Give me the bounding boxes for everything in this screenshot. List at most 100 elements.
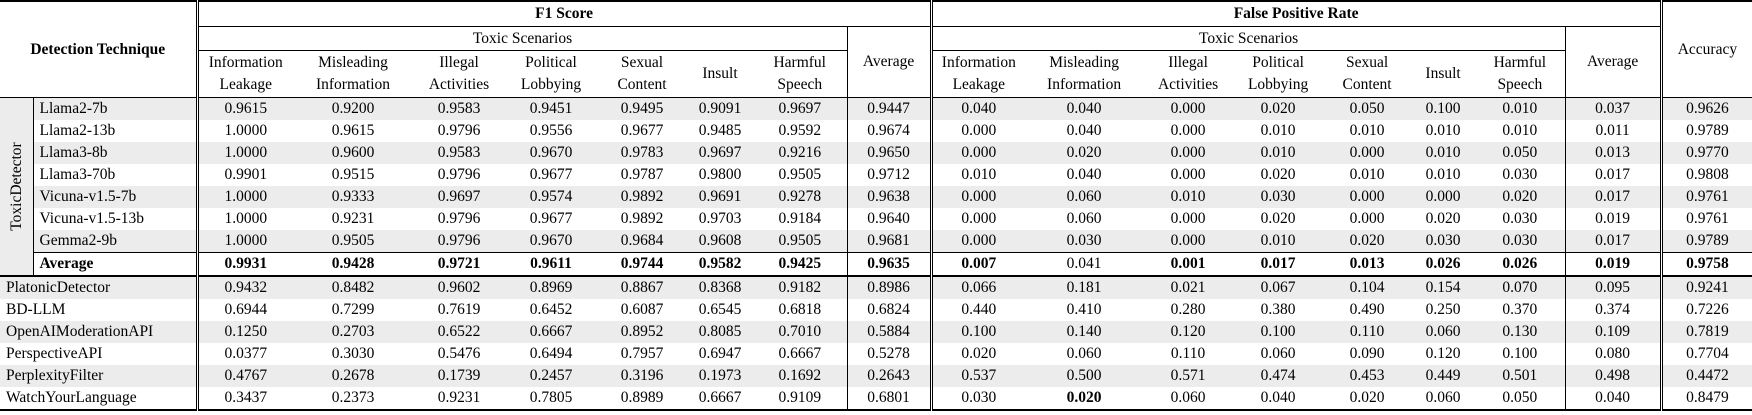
- fpr-cell: 0.030: [1475, 230, 1566, 253]
- f1-cell: 0.9796: [437, 166, 481, 183]
- table-body: ToxicDetector Llama2-7b 0.9615 0.9200 0.9583…: [0, 97, 1752, 411]
- f1-cell: 0.9425: [753, 252, 847, 277]
- f1-cell: 0.9670: [505, 230, 597, 253]
- f1-cell: 0.9583: [413, 97, 505, 120]
- fpr-cell: 0.000: [929, 230, 1026, 253]
- f1-cell: 0.9582: [687, 252, 753, 277]
- f1-cell: 0.6087: [620, 301, 664, 318]
- f1-average-cell: 0.8986: [846, 276, 932, 299]
- fpr-cell: 0.010: [1502, 122, 1538, 139]
- fpr-cell: 0.010: [1349, 122, 1385, 139]
- f1-cell: 0.1739: [413, 365, 505, 387]
- scenario-column-header: Harmful Speech: [1475, 50, 1566, 98]
- technique-name: PerspectiveAPI: [6, 345, 103, 362]
- fpr-cell: 0.571: [1143, 365, 1234, 387]
- fpr-cell: 0.020: [1425, 210, 1461, 227]
- header-row-scenarios: Information Leakage Misleading Informatio…: [0, 50, 1752, 98]
- fpr-cell: 0.000: [1349, 210, 1385, 227]
- fpr-cell: 0.021: [1143, 276, 1234, 299]
- f1-cell: 0.8482: [293, 276, 413, 299]
- f1-cell: 0.6452: [529, 301, 573, 318]
- f1-cell: 0.9677: [529, 166, 573, 183]
- fpr-average-cell: 0.019: [1564, 252, 1662, 277]
- f1-cell: 0.7619: [437, 301, 481, 318]
- f1-cell: 0.9721: [413, 252, 505, 277]
- fpr-cell: 0.060: [1260, 345, 1296, 362]
- fpr-cell: 0.026: [1411, 252, 1476, 277]
- fpr-cell: 0.000: [1170, 166, 1206, 183]
- fpr-cell: 0.110: [1323, 321, 1412, 343]
- fpr-cell: 0.030: [1025, 230, 1144, 253]
- scenario-column-header: Sexual Content: [1323, 50, 1412, 98]
- f1-cell: 0.9451: [505, 97, 597, 120]
- accuracy-cell: 0.4472: [1659, 365, 1752, 387]
- fpr-average-cell: 0.080: [1564, 343, 1662, 365]
- scenario-column-header: Insult: [1411, 50, 1476, 98]
- fpr-cell: 0.000: [1323, 142, 1412, 164]
- accuracy-cell: 0.9761: [1659, 208, 1752, 230]
- scenario-column-header: Misleading Information: [293, 50, 413, 98]
- accuracy-cell: 0.9770: [1659, 142, 1752, 164]
- f1-cell: 0.9184: [778, 210, 822, 227]
- f1-cell: 0.4767: [195, 365, 293, 387]
- fpr-cell: 0.537: [929, 365, 1026, 387]
- scenario-column-header: Harmful Speech: [753, 50, 847, 98]
- fpr-cell: 0.020: [929, 343, 1026, 365]
- fpr-cell: 0.017: [1233, 252, 1324, 277]
- fpr-cell: 0.020: [1233, 97, 1324, 120]
- technique-name: Average: [33, 252, 197, 277]
- table-row: ToxicDetector Llama2-7b 0.9615 0.9200 0.9583…: [0, 97, 1752, 277]
- fpr-cell: 0.020: [1475, 186, 1566, 208]
- fpr-cell: 0.010: [1349, 166, 1385, 183]
- fpr-cell: 0.060: [1143, 387, 1234, 411]
- fpr-cell: 0.000: [1170, 122, 1206, 139]
- fpr-cell: 0.000: [929, 142, 1026, 164]
- f1-average-header: Average: [846, 26, 932, 98]
- table-header: Detection Technique F1 Score False Posit…: [0, 1, 1752, 98]
- fpr-cell: 0.100: [1233, 321, 1324, 343]
- fpr-cell: 0.000: [929, 208, 1026, 230]
- f1-cell: 0.9615: [331, 122, 375, 139]
- header-row-sections: Detection Technique F1 Score False Posit…: [0, 1, 1752, 98]
- technique-name: Gemma2-9b: [33, 230, 197, 253]
- f1-cell: 0.9505: [293, 230, 413, 253]
- fpr-cell: 0.380: [1260, 301, 1296, 318]
- fpr-cell: 0.100: [1411, 97, 1476, 120]
- fpr-cell: 0.013: [1323, 252, 1412, 277]
- f1-cell: 0.6494: [529, 345, 573, 362]
- table-row: Llama3-8b 1.0000 0.9600 0.9583 0.9670 0.9783 0…: [0, 142, 1752, 164]
- f1-cell: 0.9182: [753, 276, 847, 299]
- f1-cell: 0.9278: [753, 186, 847, 208]
- table-row: Gemma2-9b 1.0000 0.9505 0.9796 0.9670 0.9684 0…: [0, 230, 1752, 253]
- f1-cell: 0.8085: [687, 321, 753, 343]
- f1-cell: 0.9744: [597, 252, 687, 277]
- technique-name: OpenAIModerationAPI: [0, 321, 197, 343]
- f1-cell: 0.9231: [413, 387, 505, 411]
- f1-cell: 1.0000: [195, 186, 293, 208]
- f1-average-cell: 0.9638: [846, 186, 932, 208]
- f1-cell: 0.9574: [505, 186, 597, 208]
- fpr-average-cell: 0.374: [1564, 299, 1662, 321]
- f1-cell: 0.7805: [505, 387, 597, 411]
- fpr-cell: 0.410: [1066, 301, 1102, 318]
- accuracy-cell: 0.7704: [1659, 343, 1752, 365]
- f1-cell: 0.9231: [331, 210, 375, 227]
- f1-cell: 0.2703: [293, 321, 413, 343]
- f1-cell: 0.2457: [505, 365, 597, 387]
- fpr-cell: 0.001: [1143, 252, 1234, 277]
- f1-average-cell: 0.9712: [846, 164, 932, 186]
- f1-cell: 0.9691: [687, 186, 753, 208]
- fpr-average-cell: 0.037: [1564, 97, 1662, 120]
- fpr-cell: 0.020: [1260, 166, 1296, 183]
- f1-cell: 0.9515: [331, 166, 375, 183]
- table-row: PerplexityFilter 0.4767 0.2678 0.1739 0.2457…: [0, 365, 1752, 387]
- fpr-cell: 0.000: [1143, 142, 1234, 164]
- f1-average-cell: 0.9635: [846, 252, 932, 277]
- f1-toxic-scenarios-header: Toxic Scenarios: [195, 26, 847, 51]
- fpr-cell: 0.010: [1260, 122, 1296, 139]
- fpr-cell: 0.453: [1323, 365, 1412, 387]
- fpr-cell: 0.030: [929, 387, 1026, 411]
- table-row: PerspectiveAPI 0.0377 0.3030 0.5476 0.6494 0.…: [0, 343, 1752, 365]
- fpr-cell: 0.130: [1475, 321, 1566, 343]
